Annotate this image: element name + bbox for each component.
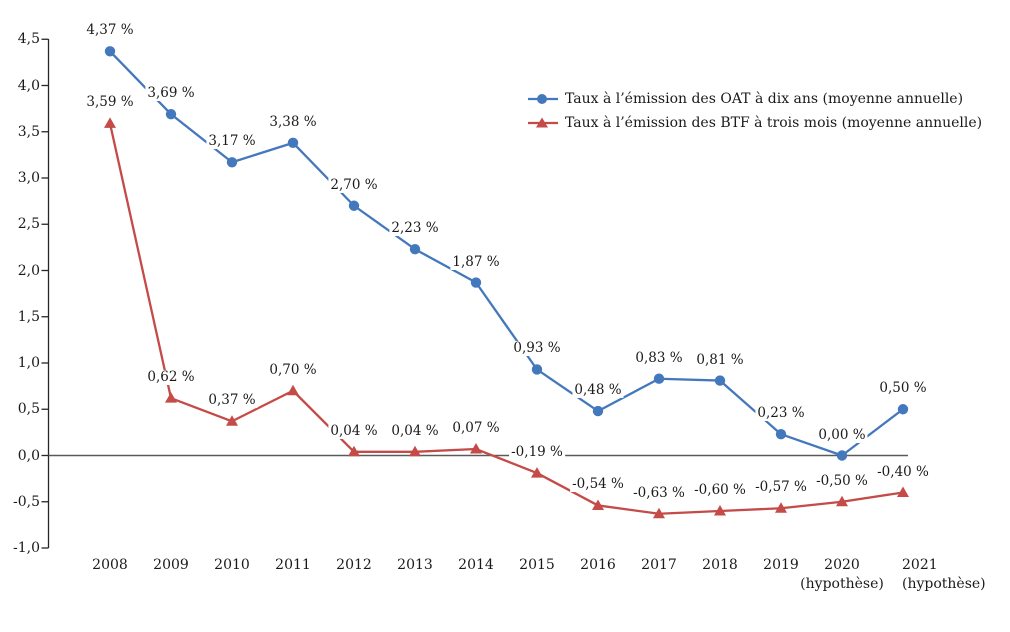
data-point-oat-2016	[592, 405, 604, 417]
data-point-btf-2015	[531, 467, 543, 478]
data-point-btf-2018	[714, 505, 726, 516]
data-point-oat-2010	[226, 157, 238, 168]
data-point-btf-2021	[897, 486, 909, 497]
data-point-btf-2013	[409, 445, 421, 457]
oat-legend-marker	[528, 94, 558, 104]
data-point-oat-2009	[165, 108, 177, 120]
legend: Taux à l’émission des OAT à dix ans (moy…	[528, 87, 982, 135]
data-point-oat-2014	[470, 277, 482, 288]
data-point-btf-2014	[470, 443, 482, 454]
data-point-oat-2013	[409, 244, 421, 255]
data-point-btf-2012	[348, 445, 360, 457]
series-line-btf	[108, 123, 904, 515]
data-point-oat-2012	[348, 200, 360, 211]
data-point-oat-2017	[653, 373, 665, 384]
series-line-oat	[109, 50, 904, 457]
data-point-btf-2016	[592, 499, 604, 510]
data-point-btf-2020	[836, 495, 848, 507]
data-point-oat-2020	[836, 450, 848, 461]
legend-label-oat: Taux à l’émission des OAT à dix ans (moy…	[565, 91, 964, 107]
data-point-btf-2008	[104, 117, 116, 128]
data-point-btf-2009	[165, 392, 177, 403]
data-point-btf-2017	[653, 507, 665, 519]
legend-item-btf: Taux à l’émission des BTF à trois mois (…	[528, 111, 982, 135]
data-point-oat-2011	[287, 137, 299, 149]
data-point-oat-2015	[531, 364, 543, 375]
data-point-btf-2010	[226, 415, 238, 426]
btf-legend-marker	[528, 117, 558, 128]
legend-item-oat: Taux à l’émission des OAT à dix ans (moy…	[528, 87, 982, 111]
data-point-oat-2019	[775, 429, 787, 440]
data-point-oat-2018	[714, 375, 726, 386]
data-point-oat-2021	[897, 404, 909, 415]
data-point-oat-2008	[104, 46, 116, 57]
data-point-btf-2011	[287, 384, 299, 396]
legend-label-btf: Taux à l’émission des BTF à trois mois (…	[565, 115, 983, 131]
data-point-btf-2019	[775, 502, 787, 513]
